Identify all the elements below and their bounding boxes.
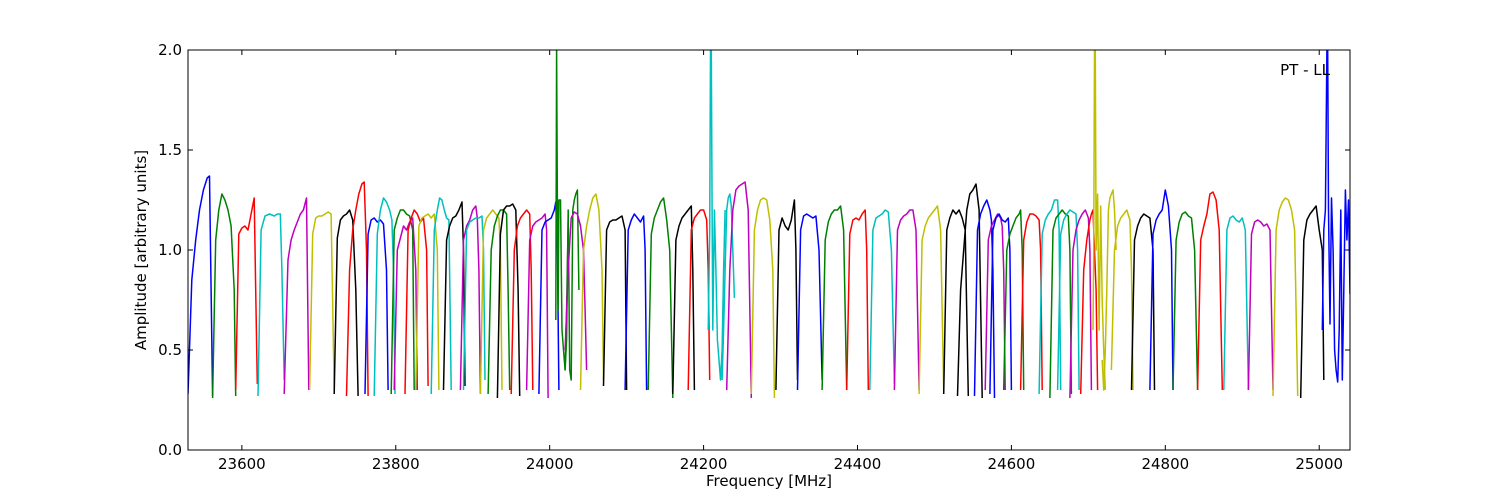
series-line-45 bbox=[956, 183, 983, 399]
series-line-9 bbox=[373, 197, 396, 397]
series-line-41 bbox=[869, 209, 896, 391]
y-tick-label: 2.0 bbox=[158, 41, 182, 59]
tick-layer: 23600 23800 24000 24200 24400 24600 24800 25000… bbox=[158, 41, 1350, 473]
y-tick-label: 0.0 bbox=[158, 441, 182, 459]
series-line-21 bbox=[510, 209, 534, 395]
series-line-59 bbox=[1130, 213, 1156, 391]
series-line-22 bbox=[525, 213, 549, 399]
series-line-13 bbox=[415, 213, 440, 391]
series-line-52 bbox=[1049, 209, 1073, 399]
y-tick-label: 0.5 bbox=[158, 341, 182, 359]
series-line-16 bbox=[459, 205, 482, 395]
series-line-44 bbox=[942, 209, 970, 397]
series-line-54 bbox=[1069, 209, 1093, 399]
x-tick-label: 23800 bbox=[372, 455, 420, 473]
x-tick-label: 24400 bbox=[834, 455, 882, 473]
series-line-49 bbox=[1002, 209, 1025, 391]
series-line-60 bbox=[1149, 189, 1174, 391]
series-line-33 bbox=[707, 50, 726, 381]
series-line-3 bbox=[257, 213, 285, 397]
series-line-6 bbox=[333, 209, 359, 397]
series-line-8 bbox=[364, 217, 389, 395]
x-tick-label: 23600 bbox=[218, 455, 266, 473]
series-line-12 bbox=[404, 209, 429, 395]
series-line-0 bbox=[188, 175, 214, 397]
series-line-14 bbox=[430, 197, 452, 395]
y-axis-label: Amplitude [arbitrary units] bbox=[132, 150, 150, 350]
series-line-10 bbox=[390, 209, 415, 395]
series-line-37 bbox=[775, 199, 799, 391]
series-line-50 bbox=[1019, 213, 1043, 391]
series-line-53 bbox=[1056, 209, 1080, 391]
series-line-67 bbox=[1321, 50, 1350, 383]
series-line-40 bbox=[845, 209, 870, 391]
series-line-43 bbox=[918, 205, 945, 395]
series-line-42 bbox=[893, 209, 920, 391]
series-line-30 bbox=[647, 197, 674, 399]
series-line-61 bbox=[1172, 211, 1199, 391]
series-line-15 bbox=[442, 201, 466, 391]
series-line-19 bbox=[487, 209, 511, 395]
series-line-62 bbox=[1196, 191, 1224, 391]
series-line-34 bbox=[721, 193, 736, 381]
series-line-2 bbox=[234, 197, 259, 391]
y-tick-label: 1.5 bbox=[158, 141, 182, 159]
series-line-51 bbox=[1038, 199, 1062, 395]
annotation-label: PT - LL bbox=[1280, 61, 1331, 79]
series-line-32 bbox=[687, 209, 711, 391]
x-tick-label: 24200 bbox=[680, 455, 728, 473]
series-line-56 bbox=[1092, 50, 1107, 391]
series-line-57 bbox=[1101, 189, 1117, 391]
series-line-63 bbox=[1223, 215, 1250, 391]
series-line-66 bbox=[1299, 205, 1325, 399]
x-axis-label: Frequency [MHz] bbox=[706, 472, 832, 490]
series-line-47 bbox=[984, 213, 1006, 391]
series-line-55 bbox=[1079, 209, 1099, 395]
series-layer bbox=[188, 50, 1350, 399]
series-line-11 bbox=[393, 217, 419, 391]
series-line-1 bbox=[211, 193, 237, 399]
series-line-64 bbox=[1247, 219, 1274, 391]
series-line-4 bbox=[283, 197, 310, 395]
series-line-35 bbox=[725, 181, 753, 399]
series-line-58 bbox=[1110, 209, 1134, 391]
series-line-20 bbox=[496, 203, 521, 399]
series-line-31 bbox=[672, 205, 696, 395]
x-tick-label: 25000 bbox=[1295, 455, 1343, 473]
series-line-39 bbox=[821, 205, 848, 391]
x-tick-label: 24800 bbox=[1141, 455, 1189, 473]
series-line-38 bbox=[796, 213, 823, 391]
y-tick-label: 1.0 bbox=[158, 241, 182, 259]
x-tick-label: 24000 bbox=[526, 455, 574, 473]
series-line-65 bbox=[1272, 197, 1299, 397]
x-tick-label: 24600 bbox=[988, 455, 1036, 473]
series-line-7 bbox=[345, 181, 369, 397]
series-line-27 bbox=[579, 193, 605, 391]
series-line-29 bbox=[624, 213, 648, 391]
series-line-36 bbox=[750, 197, 776, 399]
series-line-26 bbox=[564, 211, 588, 371]
series-line-5 bbox=[308, 211, 335, 391]
series-line-28 bbox=[602, 215, 628, 391]
